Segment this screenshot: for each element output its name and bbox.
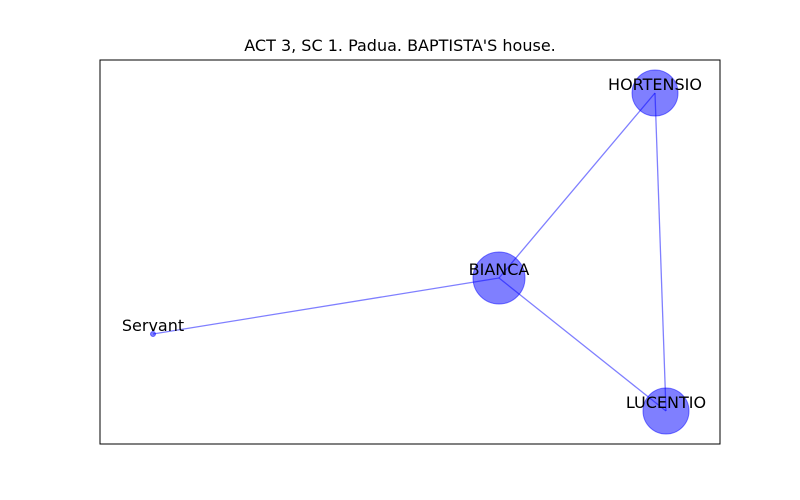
- label-layer: HORTENSIO BIANCA Servant LUCENTIO: [122, 75, 706, 412]
- node-label-lucentio: LUCENTIO: [626, 393, 706, 412]
- plot-frame: [99, 59, 721, 445]
- node-bianca: [472, 251, 526, 305]
- edge-hortensio-lucentio: [654, 92, 667, 412]
- node-layer: [150, 69, 690, 435]
- node-hortensio: [631, 69, 679, 117]
- node-label-servant: Servant: [122, 316, 184, 335]
- edge-bianca-hortensio: [498, 92, 656, 279]
- edge-bianca-servant: [152, 277, 500, 335]
- node-label-hortensio: HORTENSIO: [608, 75, 702, 94]
- edge-bianca-lucentio: [498, 277, 667, 412]
- chart-title: ACT 3, SC 1. Padua. BAPTISTA'S house.: [244, 36, 556, 55]
- node-label-bianca: BIANCA: [469, 260, 530, 279]
- edge-layer: [152, 92, 667, 412]
- node-servant: [150, 331, 156, 337]
- node-lucentio: [642, 387, 690, 435]
